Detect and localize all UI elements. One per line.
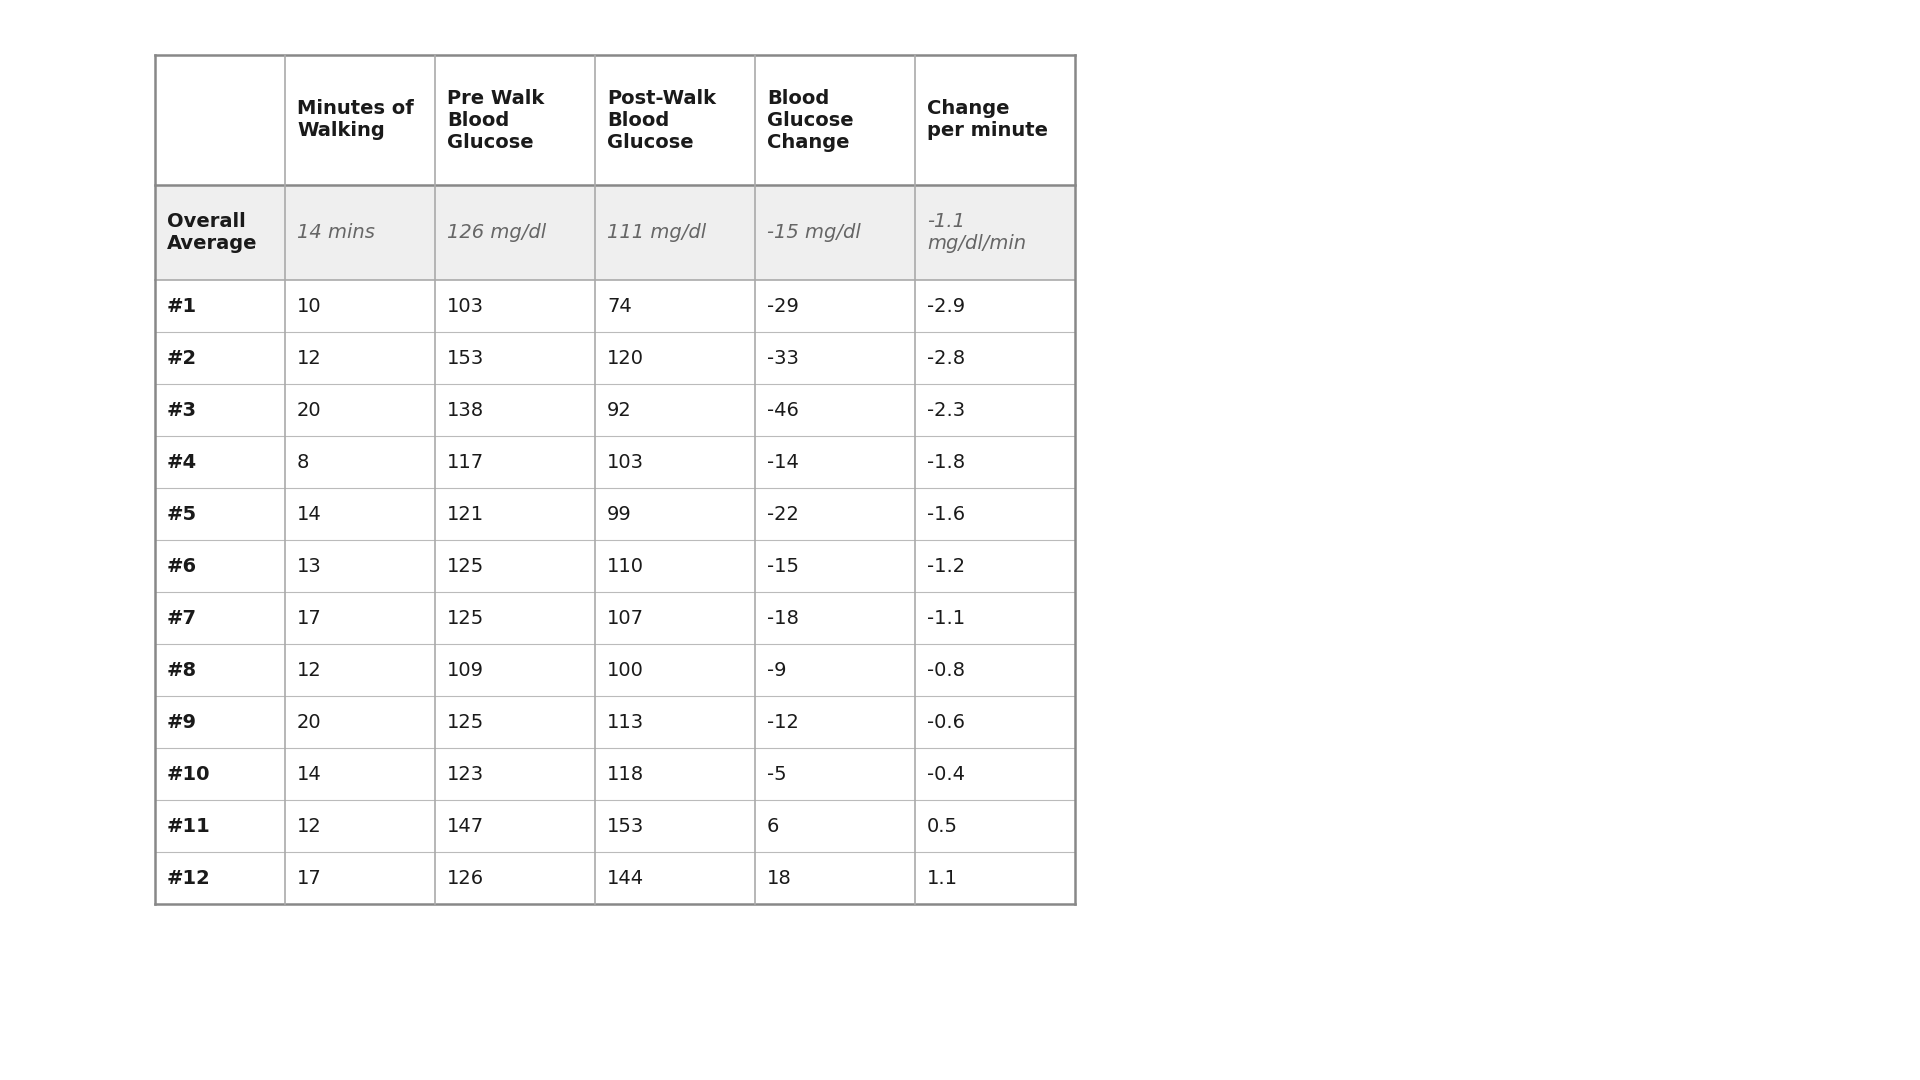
Bar bbox=[156, 488, 1075, 540]
Text: -2.9: -2.9 bbox=[927, 297, 966, 315]
Text: 103: 103 bbox=[607, 453, 643, 472]
Text: 103: 103 bbox=[447, 297, 484, 315]
Text: -33: -33 bbox=[766, 349, 799, 367]
Text: -2.8: -2.8 bbox=[927, 349, 966, 367]
Text: 123: 123 bbox=[447, 765, 484, 783]
Text: -1.1
mg/dl/min: -1.1 mg/dl/min bbox=[927, 212, 1025, 253]
Text: 74: 74 bbox=[607, 297, 632, 315]
Text: Pre Walk
Blood
Glucose: Pre Walk Blood Glucose bbox=[447, 89, 543, 151]
Text: 14 mins: 14 mins bbox=[298, 222, 374, 242]
Text: -1.6: -1.6 bbox=[927, 504, 966, 524]
Text: 121: 121 bbox=[447, 504, 484, 524]
Bar bbox=[156, 384, 1075, 436]
Text: 126: 126 bbox=[447, 868, 484, 888]
Text: 99: 99 bbox=[607, 504, 632, 524]
Text: #7: #7 bbox=[167, 608, 198, 627]
Text: #2: #2 bbox=[167, 349, 198, 367]
Text: #5: #5 bbox=[167, 504, 198, 524]
Text: -0.6: -0.6 bbox=[927, 713, 966, 731]
Bar bbox=[156, 696, 1075, 748]
Text: 125: 125 bbox=[447, 556, 484, 576]
Text: 0.5: 0.5 bbox=[927, 816, 958, 836]
Bar bbox=[156, 185, 1075, 280]
Text: Overall
Average: Overall Average bbox=[167, 212, 257, 253]
Text: 147: 147 bbox=[447, 816, 484, 836]
Bar bbox=[156, 55, 1075, 185]
Text: 14: 14 bbox=[298, 504, 323, 524]
Text: 12: 12 bbox=[298, 349, 323, 367]
Text: -29: -29 bbox=[766, 297, 799, 315]
Text: 111 mg/dl: 111 mg/dl bbox=[607, 222, 707, 242]
Text: 109: 109 bbox=[447, 661, 484, 679]
Text: #10: #10 bbox=[167, 765, 211, 783]
Text: -15 mg/dl: -15 mg/dl bbox=[766, 222, 860, 242]
Text: 144: 144 bbox=[607, 868, 643, 888]
Text: 126 mg/dl: 126 mg/dl bbox=[447, 222, 545, 242]
Bar bbox=[156, 852, 1075, 904]
Bar bbox=[156, 280, 1075, 332]
Text: #9: #9 bbox=[167, 713, 198, 731]
Text: -9: -9 bbox=[766, 661, 787, 679]
Text: -0.8: -0.8 bbox=[927, 661, 966, 679]
Text: -15: -15 bbox=[766, 556, 799, 576]
Text: 107: 107 bbox=[607, 608, 643, 627]
Text: Post-Walk
Blood
Glucose: Post-Walk Blood Glucose bbox=[607, 89, 716, 151]
Text: Change
per minute: Change per minute bbox=[927, 99, 1048, 140]
Text: #4: #4 bbox=[167, 453, 198, 472]
Text: 153: 153 bbox=[447, 349, 484, 367]
Text: 120: 120 bbox=[607, 349, 643, 367]
Text: 20: 20 bbox=[298, 401, 323, 419]
Bar bbox=[156, 748, 1075, 800]
Bar bbox=[156, 332, 1075, 384]
Text: #11: #11 bbox=[167, 816, 211, 836]
Text: #1: #1 bbox=[167, 297, 198, 315]
Text: -18: -18 bbox=[766, 608, 799, 627]
Text: 118: 118 bbox=[607, 765, 643, 783]
Text: 20: 20 bbox=[298, 713, 323, 731]
Text: 153: 153 bbox=[607, 816, 645, 836]
Text: -0.4: -0.4 bbox=[927, 765, 966, 783]
Text: 125: 125 bbox=[447, 608, 484, 627]
Text: -12: -12 bbox=[766, 713, 799, 731]
Text: 18: 18 bbox=[766, 868, 791, 888]
Text: 12: 12 bbox=[298, 816, 323, 836]
Text: -1.1: -1.1 bbox=[927, 608, 966, 627]
Text: -46: -46 bbox=[766, 401, 799, 419]
Text: #8: #8 bbox=[167, 661, 198, 679]
Text: Minutes of
Walking: Minutes of Walking bbox=[298, 99, 413, 140]
Text: 13: 13 bbox=[298, 556, 323, 576]
Bar bbox=[156, 436, 1075, 488]
Text: 17: 17 bbox=[298, 868, 323, 888]
Text: 125: 125 bbox=[447, 713, 484, 731]
Text: #6: #6 bbox=[167, 556, 198, 576]
Bar bbox=[156, 800, 1075, 852]
Text: 92: 92 bbox=[607, 401, 632, 419]
Text: 17: 17 bbox=[298, 608, 323, 627]
Text: 10: 10 bbox=[298, 297, 323, 315]
Text: #12: #12 bbox=[167, 868, 211, 888]
Text: 113: 113 bbox=[607, 713, 643, 731]
Text: -1.8: -1.8 bbox=[927, 453, 966, 472]
Bar bbox=[156, 592, 1075, 644]
Text: 8: 8 bbox=[298, 453, 309, 472]
Text: 110: 110 bbox=[607, 556, 643, 576]
Bar bbox=[156, 644, 1075, 696]
Text: 14: 14 bbox=[298, 765, 323, 783]
Text: 1.1: 1.1 bbox=[927, 868, 958, 888]
Text: 138: 138 bbox=[447, 401, 484, 419]
Text: -2.3: -2.3 bbox=[927, 401, 966, 419]
Text: -1.2: -1.2 bbox=[927, 556, 966, 576]
Text: -22: -22 bbox=[766, 504, 799, 524]
Text: 100: 100 bbox=[607, 661, 643, 679]
Text: -5: -5 bbox=[766, 765, 787, 783]
Text: -14: -14 bbox=[766, 453, 799, 472]
Text: 117: 117 bbox=[447, 453, 484, 472]
Text: #3: #3 bbox=[167, 401, 198, 419]
Text: 6: 6 bbox=[766, 816, 780, 836]
Text: Blood
Glucose
Change: Blood Glucose Change bbox=[766, 89, 854, 151]
Text: 12: 12 bbox=[298, 661, 323, 679]
Bar bbox=[156, 540, 1075, 592]
